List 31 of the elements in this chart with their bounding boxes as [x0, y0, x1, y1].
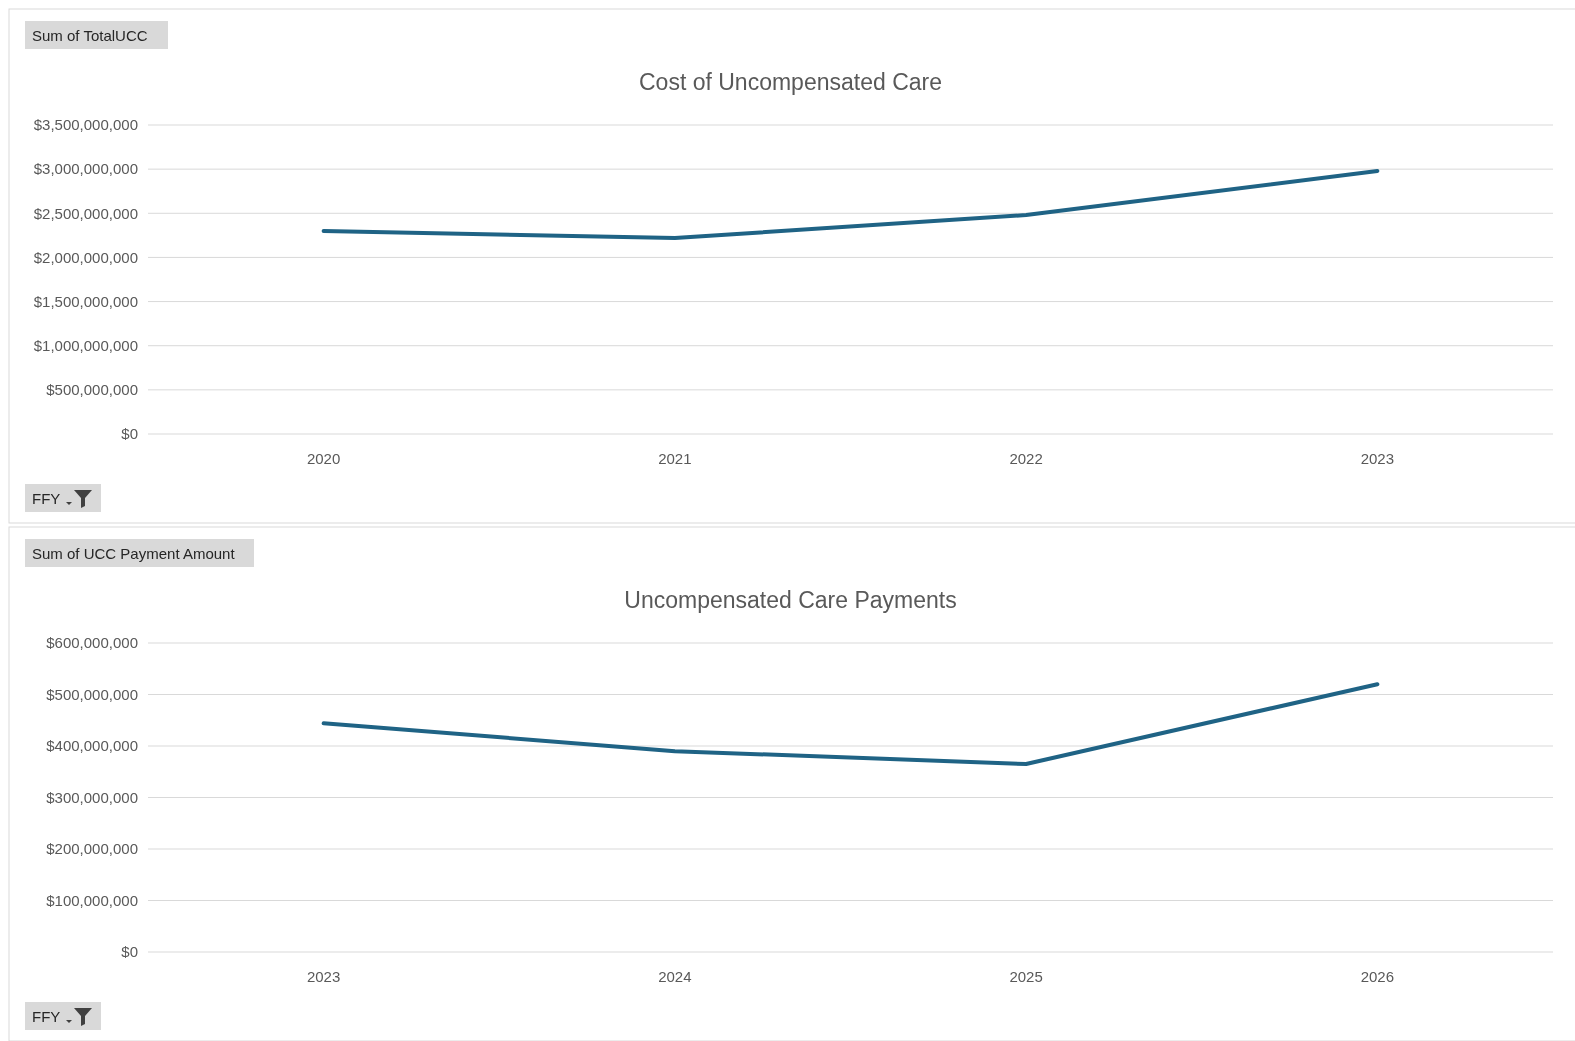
x-tick-label: 2020	[306, 450, 341, 467]
x-tick-label: 2026	[1360, 968, 1395, 985]
x-tick-label: 2023	[1360, 450, 1395, 467]
text: Sum of TotalUCC	[32, 27, 148, 44]
x-tick-label: 2023	[306, 968, 341, 985]
text: Sum of UCC Payment Amount	[32, 545, 236, 562]
y-tick-label: $600,000,000	[46, 634, 138, 652]
y-tick-label: $2,500,000,000	[33, 204, 138, 222]
y-tick-label: $0	[121, 943, 138, 961]
x-tick-label: 2021	[658, 450, 692, 467]
y-tick-label: $0	[121, 425, 138, 443]
text: FFY	[32, 1008, 61, 1025]
chart-title: Uncompensated Care Payments	[624, 587, 957, 613]
y-tick-label: $3,000,000,000	[33, 160, 138, 178]
x-tick-label: 2025	[1009, 968, 1043, 985]
y-tick-label: $300,000,000	[46, 788, 138, 806]
y-tick-label: $1,000,000,000	[33, 336, 138, 354]
y-tick-label: $500,000,000	[46, 381, 138, 399]
line-series	[321, 682, 1380, 767]
y-tick-label: $200,000,000	[46, 840, 138, 858]
text: FFY	[32, 490, 61, 507]
y-tick-label: $500,000,000	[46, 685, 138, 703]
x-tick-label: 2024	[658, 968, 692, 985]
y-tick-label: $1,500,000,000	[33, 292, 138, 310]
y-tick-label: $2,000,000,000	[33, 248, 138, 266]
y-tick-label: $100,000,000	[46, 891, 138, 909]
line-series	[321, 168, 1380, 241]
chart-title: Cost of Uncompensated Care	[639, 69, 942, 95]
y-tick-label: $400,000,000	[46, 737, 138, 755]
x-tick-label: 2022	[1009, 450, 1043, 467]
y-tick-label: $3,500,000,000	[33, 116, 138, 134]
